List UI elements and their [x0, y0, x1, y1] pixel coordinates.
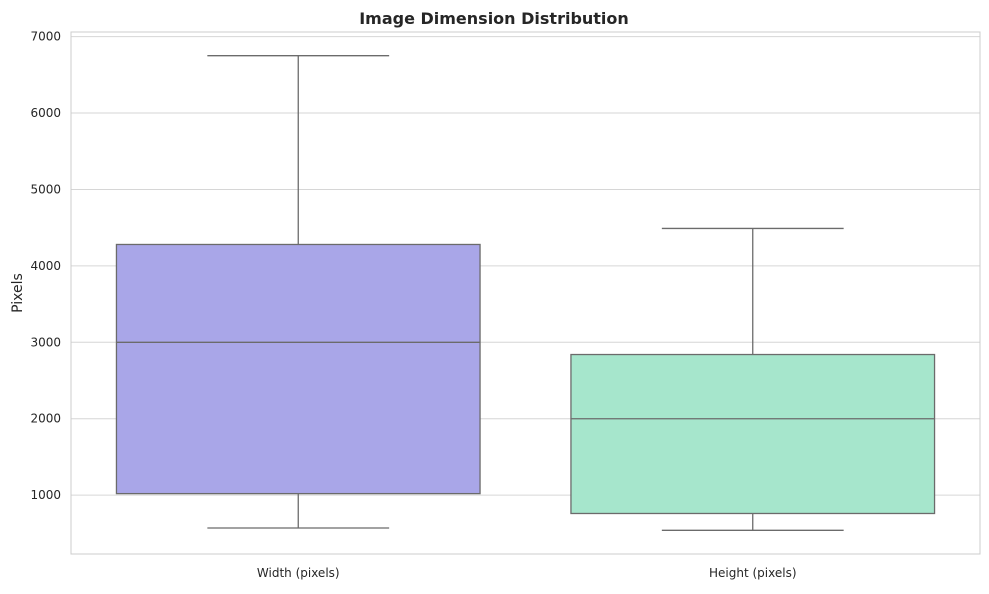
y-tick-label-1000: 1000: [30, 488, 61, 502]
box-elements: [115, 55, 936, 531]
y-tick-labels: 1000 2000 3000 4000 5000 6000 7000: [30, 30, 61, 503]
y-tick-label-6000: 6000: [30, 106, 61, 120]
box-1-iqr-box: [115, 243, 481, 495]
plot-frame: [70, 31, 981, 555]
x-tick-label-2: Height (pixels): [709, 566, 797, 580]
box-2-iqr-box: [570, 353, 936, 515]
chart-title: Image Dimension Distribution: [359, 9, 629, 28]
y-tick-label-4000: 4000: [30, 259, 61, 273]
x-tick-label-1: Width (pixels): [257, 566, 340, 580]
y-axis-label: Pixels: [10, 273, 26, 313]
y-tick-label-2000: 2000: [30, 412, 61, 426]
y-tick-label-5000: 5000: [30, 182, 61, 196]
x-tick-labels: Width (pixels) Height (pixels): [257, 566, 797, 580]
y-tick-label-7000: 7000: [30, 30, 61, 44]
y-tick-label-3000: 3000: [30, 335, 61, 349]
